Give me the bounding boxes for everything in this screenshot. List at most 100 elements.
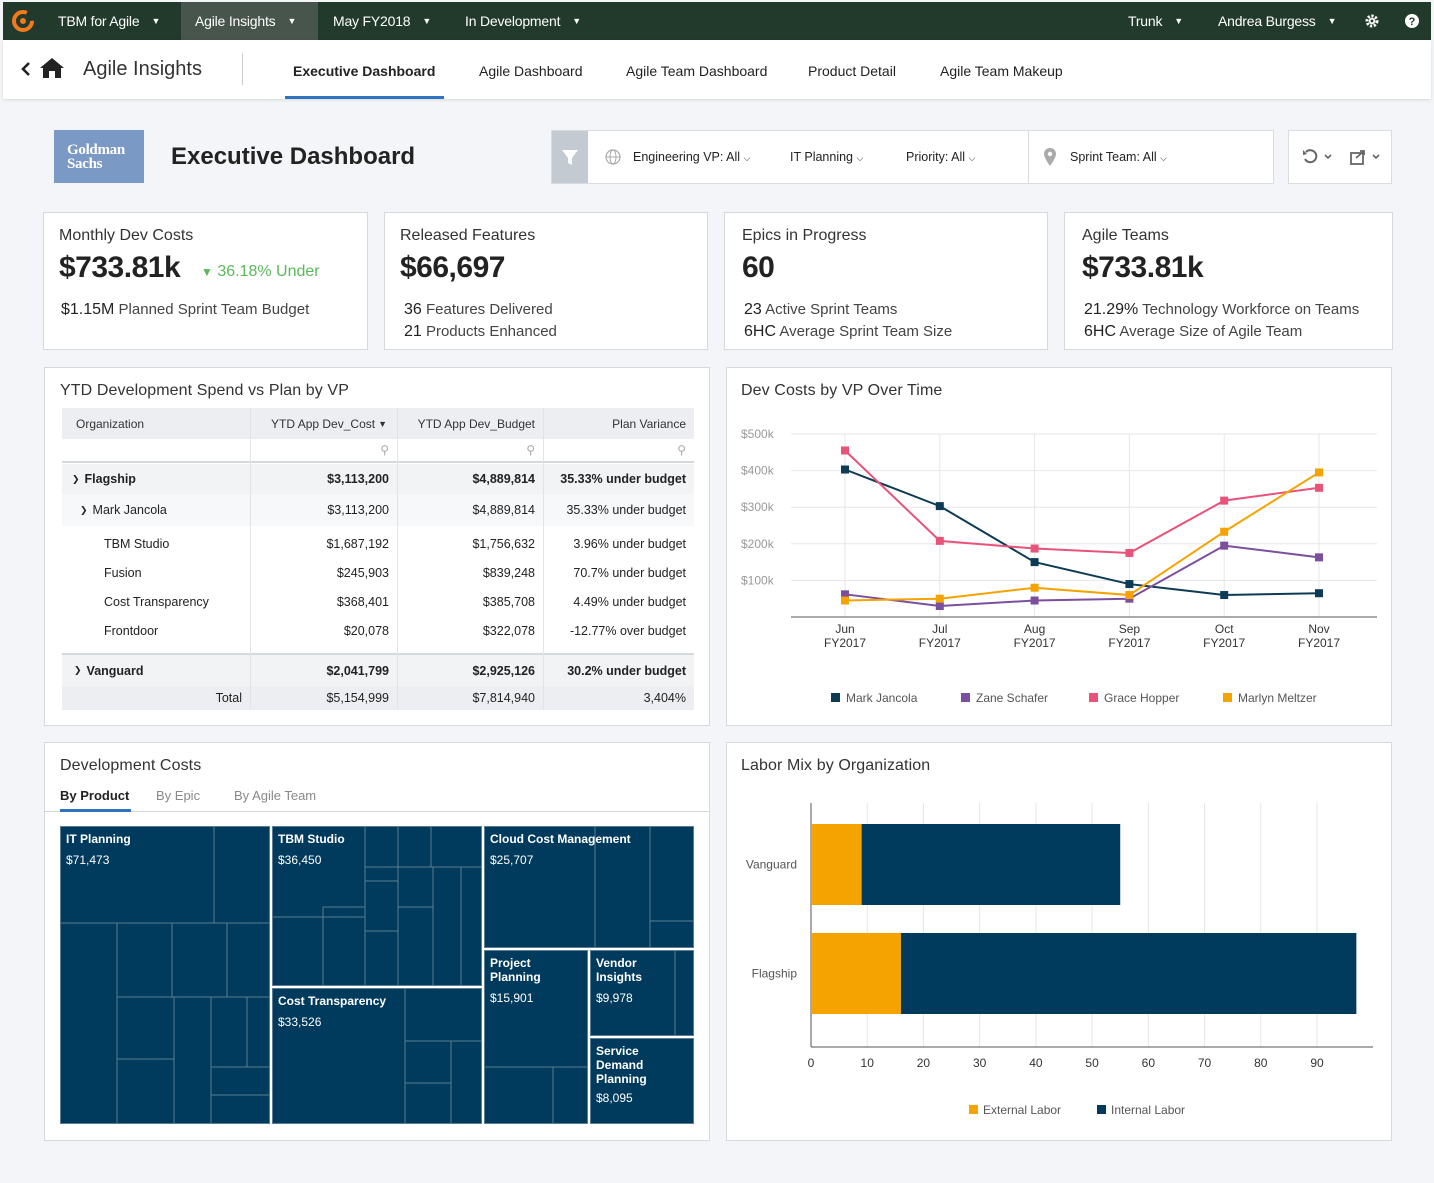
series-line[interactable] — [844, 471, 1320, 602]
tab-executive-dashboard[interactable]: Executive Dashboard — [293, 63, 436, 79]
data-point[interactable] — [935, 536, 944, 545]
legend-item[interactable]: Grace Hopper — [1089, 691, 1179, 705]
data-point[interactable] — [1315, 553, 1323, 562]
legend-item[interactable]: Zane Schafer — [961, 691, 1048, 705]
kpi-monthly-dev-costs[interactable]: Monthly Dev Costs $733.81k ▼ 36.18% Unde… — [43, 212, 368, 350]
column-filter-cost[interactable]: ⚲ — [250, 439, 397, 461]
nav-period[interactable]: May FY2018 ▼ — [333, 2, 431, 40]
bar-segment[interactable] — [900, 933, 1357, 1014]
share-icon[interactable] — [1349, 148, 1383, 166]
bar-segment[interactable] — [861, 824, 1121, 905]
data-point[interactable] — [841, 596, 849, 605]
tab-by-epic[interactable]: By Epic — [156, 788, 201, 803]
filter-toggle[interactable] — [552, 131, 588, 183]
data-point[interactable] — [1315, 483, 1323, 492]
data-point[interactable] — [1220, 591, 1229, 600]
undo-icon[interactable] — [1301, 148, 1335, 166]
column-filter-budget[interactable]: ⚲ — [397, 439, 543, 461]
legend-swatch — [1097, 1105, 1106, 1114]
gear-icon[interactable] — [1364, 13, 1380, 29]
tab-agile-dashboard[interactable]: Agile Dashboard — [479, 63, 583, 79]
treemap-tile-tbm-studio[interactable]: TBM Studio $36,450 — [272, 826, 482, 986]
filter-engineering-vp[interactable]: Engineering VP: All ⌵ — [633, 150, 750, 164]
column-header-budget[interactable]: YTD App Dev_Budget — [417, 416, 535, 431]
column-header-cost[interactable]: YTD App Dev_Cost ▼ — [250, 408, 397, 439]
treemap-tile-cloud-cost-management[interactable]: Cloud Cost Management $25,707 — [484, 826, 694, 948]
data-point[interactable] — [1030, 583, 1039, 592]
nav-agile-insights[interactable]: Agile Insights ▼ — [181, 2, 318, 40]
data-point[interactable] — [1030, 558, 1039, 567]
series-line[interactable] — [844, 449, 1320, 554]
data-point[interactable] — [1125, 591, 1134, 600]
nav-tbm-for-agile[interactable]: TBM for Agile ▼ — [58, 2, 160, 40]
app-logo-icon[interactable] — [11, 9, 35, 33]
column-header-organization[interactable]: Organization — [76, 416, 145, 431]
treemap-tile-cost-transparency[interactable]: Cost Transparency $33,526 — [272, 988, 482, 1124]
home-icon[interactable] — [39, 57, 65, 79]
nav-trunk[interactable]: Trunk ▼ — [1128, 2, 1183, 40]
data-point[interactable] — [1220, 496, 1229, 505]
data-point[interactable] — [1315, 589, 1323, 598]
data-point[interactable] — [935, 502, 944, 511]
treemap-tile-it-planning[interactable]: IT Planning $71,473 — [60, 826, 270, 1124]
treemap-tile-project-planning[interactable]: Project Planning $15,901 — [484, 950, 588, 1124]
data-point[interactable] — [841, 465, 849, 474]
nav-user-menu[interactable]: Andrea Burgess ▼ — [1218, 2, 1337, 40]
tile-label: Cloud Cost Management — [490, 832, 631, 846]
help-icon[interactable]: ? — [1404, 13, 1420, 29]
table-row[interactable]: Cost Transparency $368,401 $385,708 4.49… — [62, 587, 694, 616]
data-point[interactable] — [1030, 544, 1039, 553]
filter-priority[interactable]: Priority: All ⌵ — [906, 150, 975, 164]
tab-product-detail[interactable]: Product Detail — [808, 63, 896, 79]
nav-status[interactable]: In Development ▼ — [465, 2, 581, 40]
data-point[interactable] — [1220, 527, 1229, 536]
cell-variance: 70.7% under budget — [573, 565, 686, 580]
filter-it-planning[interactable]: IT Planning ⌵ — [790, 150, 863, 164]
secondary-navigation: Agile Insights Executive Dashboard Agile… — [3, 40, 1431, 99]
data-point[interactable] — [1125, 580, 1134, 589]
kpi-released-features[interactable]: Released Features $66,697 36 Features De… — [384, 212, 708, 350]
table-row-subgroup[interactable]: ❯ Mark Jancola $3,113,200 $4,889,814 35.3… — [62, 494, 694, 526]
back-chevron-icon[interactable] — [21, 62, 31, 76]
table-filter-row: ⚲ ⚲ ⚲ — [62, 439, 694, 463]
treemap-tile-service-demand-planning[interactable]: Service Demand Planning $8,095 — [590, 1038, 694, 1124]
data-point[interactable] — [1125, 548, 1134, 557]
data-point[interactable] — [935, 594, 944, 603]
table-row[interactable]: Frontdoor $20,078 $322,078 -12.77% over … — [62, 616, 694, 645]
legend-item[interactable]: Mark Jancola — [831, 691, 918, 705]
table-row[interactable]: Fusion $245,903 $839,248 70.7% under bud… — [62, 558, 694, 587]
cell-budget: $839,248 — [482, 565, 535, 580]
column-filter-variance[interactable]: ⚲ — [543, 439, 694, 461]
kpi-agile-teams[interactable]: Agile Teams $733.81k 21.29% Technology W… — [1064, 212, 1393, 350]
legend-item[interactable]: Marlyn Meltzer — [1223, 691, 1317, 705]
kpi-epics-in-progress[interactable]: Epics in Progress 60 23 Active Sprint Te… — [724, 212, 1048, 350]
series-line[interactable] — [844, 468, 1320, 597]
tab-agile-team-makeup[interactable]: Agile Team Makeup — [940, 63, 1063, 79]
total-cost: $5,154,999 — [326, 691, 389, 705]
caret-down-icon: ▼ — [572, 16, 581, 26]
bar-segment[interactable] — [811, 933, 901, 1014]
tab-agile-team-dashboard[interactable]: Agile Team Dashboard — [626, 63, 768, 79]
series-line[interactable] — [844, 544, 1320, 608]
data-point[interactable] — [1030, 596, 1039, 605]
legend-item[interactable]: External Labor — [969, 1103, 1061, 1117]
data-point[interactable] — [935, 602, 944, 611]
table-row-group[interactable]: ❯ Vanguard $2,041,799 $2,925,126 30.2% un… — [62, 653, 694, 686]
tile-subdivisions — [61, 827, 269, 1123]
data-point[interactable] — [841, 446, 849, 455]
data-point[interactable] — [1220, 541, 1229, 550]
column-header-variance[interactable]: Plan Variance — [612, 416, 686, 431]
nav-label: TBM for Agile — [58, 13, 140, 29]
table-row-group[interactable]: ❯ Flagship $3,113,200 $4,889,814 35.33% u… — [62, 464, 694, 494]
table-row[interactable]: TBM Studio $1,687,192 $1,756,632 3.96% u… — [62, 529, 694, 558]
tab-by-agile-team[interactable]: By Agile Team — [234, 788, 317, 803]
tab-by-product[interactable]: By Product — [60, 788, 130, 803]
filter-sprint-team[interactable]: Sprint Team: All ⌵ — [1070, 150, 1167, 164]
bar-segment[interactable] — [811, 824, 862, 905]
data-point[interactable] — [841, 590, 849, 599]
x-tick-label: Nov FY2017 — [1298, 622, 1340, 650]
data-point[interactable] — [1315, 468, 1323, 477]
legend-item[interactable]: Internal Labor — [1097, 1103, 1185, 1117]
treemap-tile-vendor-insights[interactable]: Vendor Insights $9,978 — [590, 950, 694, 1036]
x-tick-label: 90 — [1310, 1056, 1324, 1070]
